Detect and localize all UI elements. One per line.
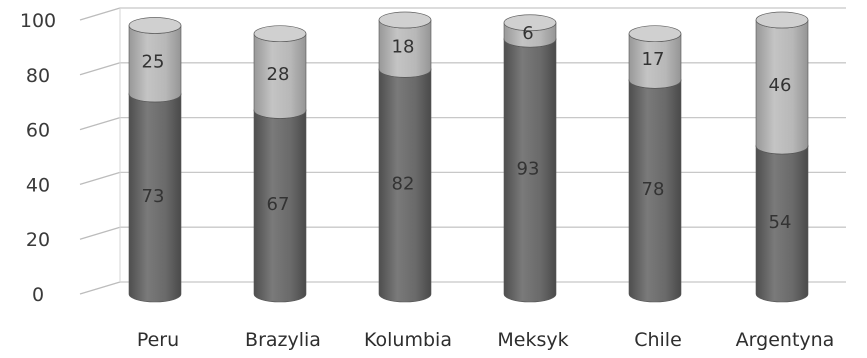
x-tick-label-brazylia: Brazylia: [245, 329, 321, 351]
grid-connector-60: [79, 116, 121, 131]
x-tick-label-meksyk: Meksyk: [497, 329, 568, 351]
bar-top-brazylia-2: [253, 25, 307, 43]
data-label-peru-1: 73: [142, 186, 165, 207]
x-tick-label-peru: Peru: [137, 329, 179, 351]
grid-lines: [79, 7, 846, 295]
data-label-meksyk-2: 6: [522, 23, 533, 44]
y-axis: 0 20 40 60 80 100: [20, 10, 56, 306]
data-label-chile-1: 78: [642, 179, 665, 200]
x-axis: Peru Brazylia Kolumbia Meksyk Chile Argentyna: [137, 329, 834, 351]
data-label-kolumbia-2: 18: [392, 37, 415, 58]
y-tick-label: 80: [26, 65, 50, 87]
x-tick-label-argentyna: Argentyna: [736, 329, 835, 351]
grid-connector-40: [79, 171, 121, 186]
data-label-meksyk-1: 93: [517, 159, 540, 180]
bar-top-argentyna-2: [755, 11, 809, 29]
grid-connector-20: [79, 226, 121, 240]
x-tick-label-chile: Chile: [634, 329, 682, 351]
bar-top-kolumbia-2: [378, 11, 432, 29]
bars: 73 25 67 28 82 18 93 6 78 17 54 46: [128, 11, 809, 303]
y-tick-label: 20: [26, 229, 50, 251]
y-tick-label: 60: [26, 120, 50, 142]
bar-top-peru-2: [128, 17, 182, 34]
grid-connector-0: [79, 281, 121, 295]
bar-top-meksyk-2: [503, 14, 557, 32]
data-label-brazylia-2: 28: [267, 64, 290, 85]
y-tick-label: 40: [26, 174, 50, 196]
data-label-peru-2: 25: [142, 52, 165, 73]
y-tick-label: 0: [32, 284, 44, 306]
grid-connector-80: [79, 62, 121, 76]
grid-connector-100: [79, 7, 121, 21]
bar-top-chile-2: [628, 25, 682, 43]
data-label-brazylia-1: 67: [267, 194, 290, 215]
data-label-chile-2: 17: [642, 49, 665, 70]
data-label-kolumbia-1: 82: [392, 174, 415, 195]
x-tick-label-kolumbia: Kolumbia: [364, 329, 452, 351]
data-label-argentyna-2: 46: [769, 75, 792, 96]
data-label-argentyna-1: 54: [769, 212, 792, 233]
y-tick-label: 100: [20, 10, 56, 32]
